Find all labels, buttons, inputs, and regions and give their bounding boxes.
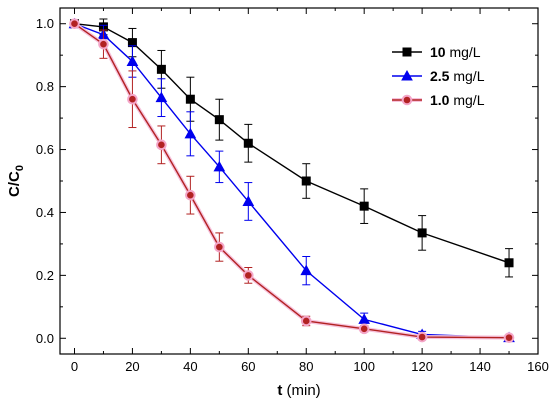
x-axis-title-var: t: [277, 382, 282, 399]
x-tick-label: 20: [125, 359, 139, 374]
x-tick-label: 0: [71, 359, 78, 374]
data-point: [301, 176, 311, 186]
data-point: [503, 332, 515, 343]
legend-label-unit: mg/L: [449, 68, 484, 84]
legend-marker: [402, 47, 412, 57]
y-tick-label: 0.0: [36, 331, 54, 346]
data-point: [243, 270, 254, 281]
data-point: [358, 323, 370, 335]
legend-label: 1.0 mg/L: [430, 92, 485, 108]
legend-marker: [401, 94, 413, 106]
x-tick-label: 160: [527, 359, 549, 374]
x-tick-label: 80: [299, 359, 313, 374]
data-point: [504, 258, 514, 268]
y-tick-label: 0.6: [36, 142, 54, 157]
data-point: [300, 315, 312, 327]
y-axis-title-main: C/C: [6, 171, 23, 197]
y-axis-title-sub: 0: [14, 165, 26, 171]
data-point: [242, 195, 255, 206]
y-tick-label: 0.8: [36, 79, 54, 94]
data-point: [213, 160, 226, 172]
x-tick-label: 60: [241, 359, 255, 374]
legend-item: 10 mg/L: [392, 44, 481, 60]
y-tick-label: 1.0: [36, 16, 54, 31]
x-axis-title-unit: (min): [282, 382, 320, 399]
data-point: [243, 138, 253, 148]
data-series: [68, 17, 515, 343]
legend-label-value: 2.5: [430, 68, 450, 84]
data-point: [69, 18, 80, 30]
y-tick-label: 0.4: [36, 205, 54, 220]
data-point: [127, 93, 138, 105]
legend-item: 1.0 mg/L: [392, 92, 485, 108]
legend-label: 2.5 mg/L: [430, 68, 485, 84]
data-point: [156, 139, 167, 151]
x-tick-label: 40: [183, 359, 197, 374]
data-point: [184, 127, 197, 139]
legend-marker: [401, 69, 413, 81]
legend-label-value: 10: [430, 44, 446, 60]
data-point: [214, 241, 225, 253]
data-point: [300, 264, 313, 276]
data-point: [155, 91, 168, 103]
data-point: [126, 55, 139, 66]
x-tick-label: 140: [469, 359, 491, 374]
data-point: [156, 64, 166, 74]
legend-label-unit: mg/L: [446, 44, 481, 60]
legend-label-unit: mg/L: [449, 92, 484, 108]
data-point: [358, 313, 371, 324]
data-point: [98, 38, 109, 50]
data-point: [185, 189, 196, 201]
y-axis-title: C/C0: [6, 165, 26, 197]
series-1-0-mg-per-l: [69, 18, 515, 343]
legend-label: 10 mg/L: [430, 44, 481, 60]
data-point: [214, 115, 224, 125]
data-point: [359, 201, 369, 211]
axis-ticks: 0 20 40 60 80 100 120 140 160 0.0 0.2 0.4 0.6 0.8 1.0: [36, 8, 549, 374]
data-point: [417, 228, 427, 238]
x-tick-label: 120: [411, 359, 433, 374]
data-point: [416, 331, 428, 343]
y-tick-label: 0.2: [36, 268, 54, 283]
x-axis-title: t (min): [277, 382, 320, 399]
legend-label-value: 1.0: [430, 92, 450, 108]
x-tick-label: 100: [353, 359, 375, 374]
legend-item: 2.5 mg/L: [392, 68, 485, 84]
data-point: [185, 94, 195, 104]
legend: 10 mg/L2.5 mg/L1.0 mg/L: [392, 44, 485, 108]
